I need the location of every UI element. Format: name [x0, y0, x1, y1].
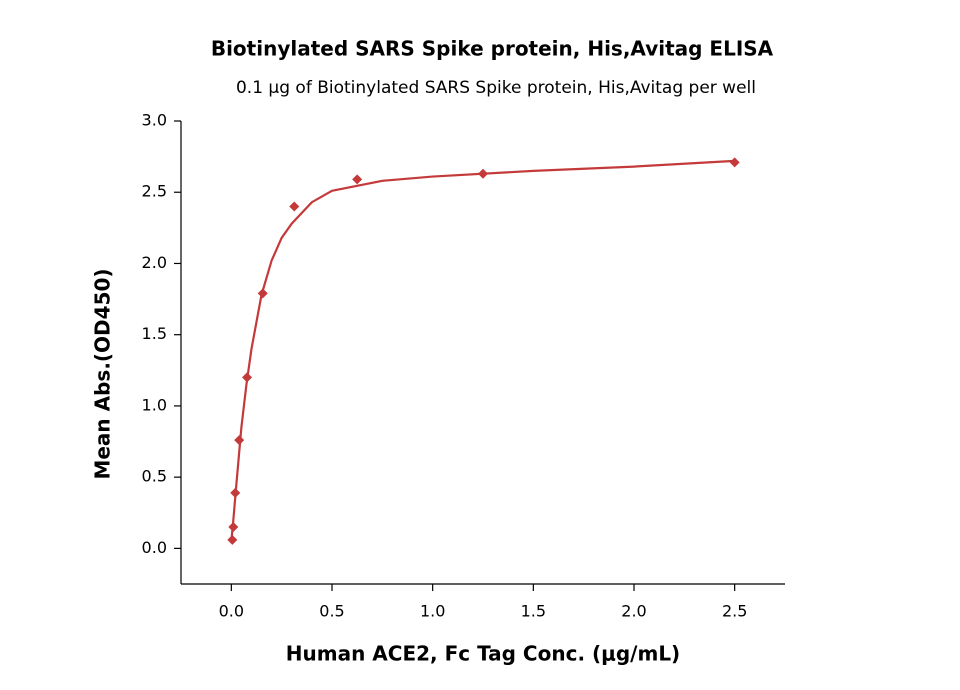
y-tick-label: 0.0: [142, 538, 167, 557]
x-tick-label: 1.0: [420, 602, 445, 621]
data-point: [729, 157, 740, 168]
x-tick-label: 0.5: [319, 602, 344, 621]
data-point: [352, 174, 363, 185]
x-tick-label: 0.0: [219, 602, 244, 621]
x-tick-label: 2.5: [722, 602, 747, 621]
y-tick-label: 1.5: [142, 324, 167, 343]
x-axis-label: Human ACE2, Fc Tag Conc. (μg/mL): [286, 642, 680, 666]
y-tick-label: 1.0: [142, 395, 167, 414]
chart-title: Biotinylated SARS Spike protein, His,Avi…: [211, 37, 774, 61]
y-axis-label: Mean Abs.(OD450): [91, 268, 115, 479]
y-tick-label: 2.5: [142, 182, 167, 201]
x-tick-label: 1.5: [521, 602, 546, 621]
data-point: [289, 201, 300, 212]
y-tick-label: 2.0: [142, 253, 167, 272]
chart-subtitle: 0.1 μg of Biotinylated SARS Spike protei…: [236, 78, 756, 98]
x-tick-label: 2.0: [621, 602, 646, 621]
fit-curve: [230, 159, 735, 542]
y-tick-label: 3.0: [142, 111, 167, 130]
y-tick-label: 0.5: [142, 467, 167, 486]
